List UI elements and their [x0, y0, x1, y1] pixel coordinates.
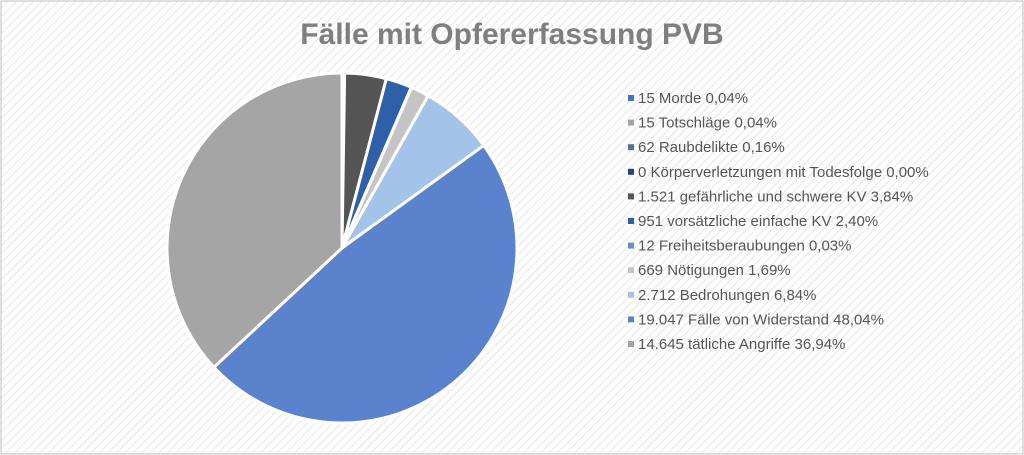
legend-label: 12 Freiheitsberaubungen 0,03% [638, 238, 852, 255]
legend-swatch [628, 267, 634, 274]
legend-label: 15 Totschläge 0,04% [638, 115, 777, 132]
legend-swatch [628, 341, 634, 347]
legend-swatch [628, 168, 634, 175]
chart-title: Fälle mit Opfererfassung PVB [300, 18, 723, 51]
legend-label: 2.712 Bedrohungen 6,84% [638, 287, 816, 304]
legend-label: 19.047 Fälle von Widerstand 48,04% [638, 311, 884, 328]
legend-swatch [628, 316, 634, 323]
legend-swatch [628, 119, 634, 126]
pie-slice [165, 71, 344, 370]
legend-label: 1.521 gefährliche und schwere KV 3,84% [638, 188, 913, 205]
legend-swatch [628, 242, 634, 249]
legend-label: 15 Morde 0,04% [638, 90, 748, 107]
legend-swatch [628, 95, 634, 101]
pie-slice [211, 143, 519, 425]
legend-label: 0 Körperverletzungen mit Todesfolge 0,00… [638, 164, 929, 181]
legend-label: 62 Raubdelikte 0,16% [638, 139, 785, 156]
legend-label: 14.645 tätliche Angriffe 36,94% [638, 336, 845, 353]
legend-label: 669 Nötigungen 1,69% [638, 262, 791, 279]
legend-swatch [628, 218, 634, 224]
legend-swatch [628, 291, 634, 298]
legend-swatch [628, 193, 634, 200]
legend-swatch [628, 144, 634, 151]
legend-label: 951 vorsätzliche einfache KV 2,40% [638, 213, 878, 230]
